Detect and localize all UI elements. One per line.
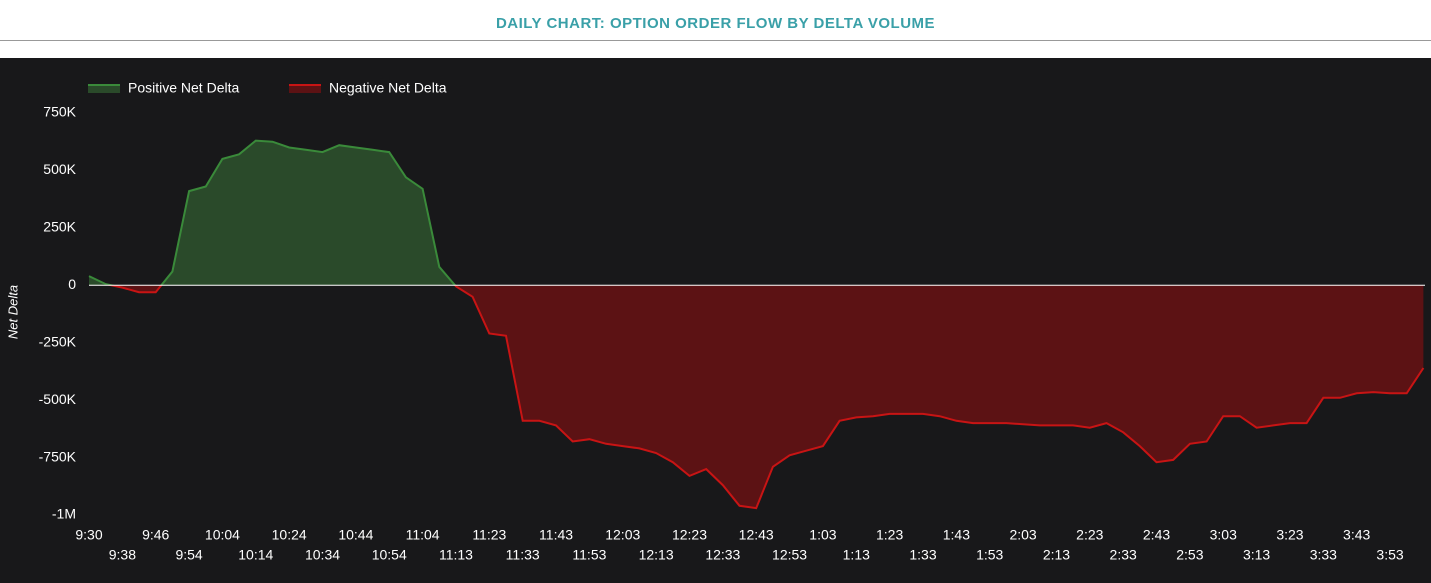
x-tick-label: 11:04 — [406, 527, 440, 543]
x-tick-label: 2:03 — [1009, 527, 1036, 543]
x-tick-label: 10:44 — [338, 527, 373, 543]
y-tick-label: -1M — [52, 506, 76, 522]
x-tick-label: 3:33 — [1310, 547, 1337, 563]
x-tick-label: 2:23 — [1076, 527, 1103, 543]
y-tick-label: -500K — [39, 391, 77, 407]
x-tick-label: 3:23 — [1276, 527, 1303, 543]
legend-swatch — [88, 85, 120, 93]
x-tick-label: 11:33 — [506, 547, 540, 563]
x-tick-label: 2:33 — [1110, 547, 1137, 563]
x-tick-label: 9:46 — [142, 527, 169, 543]
chart: Net Delta 750K 500K 250K 0 -250K -500K -750K -1… — [0, 58, 1431, 583]
x-tick-label: 2:13 — [1043, 547, 1070, 563]
x-tick-label: 12:33 — [705, 547, 740, 563]
y-axis-label: Net Delta — [5, 285, 20, 339]
x-tick-label: 11:23 — [472, 527, 506, 543]
x-tick-label: 10:34 — [305, 547, 340, 563]
x-tick-label: 12:03 — [605, 527, 640, 543]
negative-line — [106, 285, 1425, 510]
x-tick-label: 10:24 — [272, 527, 307, 543]
x-tick-label: 9:38 — [109, 547, 136, 563]
x-tick-label: 12:53 — [772, 547, 807, 563]
x-tick-label: 1:13 — [843, 547, 870, 563]
x-tick-label: 3:53 — [1376, 547, 1403, 563]
x-tick-label: 2:53 — [1176, 547, 1203, 563]
x-tick-label: 1:23 — [876, 527, 903, 543]
positive-line — [88, 139, 457, 286]
x-tick-label: 11:13 — [439, 547, 473, 563]
chart-title: DAILY CHART: OPTION ORDER FLOW BY DELTA … — [495, 15, 936, 32]
y-tick-label: 500K — [43, 161, 76, 177]
x-tick-label: 1:53 — [976, 547, 1003, 563]
positive-area — [89, 140, 456, 286]
y-tick-label: 250K — [43, 219, 76, 235]
legend-label: Negative Net Delta — [329, 80, 447, 96]
x-tick-label: 10:14 — [238, 547, 273, 563]
x-tick-label: 3:43 — [1343, 527, 1370, 543]
legend-swatch — [289, 85, 321, 93]
x-tick-label: 9:54 — [175, 547, 202, 563]
x-tick-label: 10:54 — [372, 547, 407, 563]
x-tick-label: 12:43 — [739, 527, 774, 543]
y-tick-label: -750K — [39, 448, 77, 464]
x-tick-label: 3:13 — [1243, 547, 1270, 563]
x-tick-label: 1:03 — [809, 527, 836, 543]
x-tick-label: 3:03 — [1210, 527, 1237, 543]
x-tick-label: 10:04 — [205, 527, 240, 543]
x-tick-label: 1:43 — [943, 527, 970, 543]
negative-area — [89, 285, 1424, 509]
header: DAILY CHART: OPTION ORDER FLOW BY DELTA … — [0, 0, 1431, 41]
x-tick-label: 9:30 — [75, 527, 102, 543]
legend-label: Positive Net Delta — [128, 80, 239, 96]
x-tick-label: 11:53 — [572, 547, 606, 563]
y-tick-label: -250K — [39, 333, 77, 349]
x-tick-label: 12:13 — [639, 547, 674, 563]
x-tick-label: 11:43 — [539, 527, 573, 543]
x-tick-label: 12:23 — [672, 527, 707, 543]
y-tick-label: 0 — [68, 276, 76, 292]
y-tick-label: 750K — [43, 104, 76, 120]
x-tick-label: 1:33 — [909, 547, 936, 563]
x-tick-label: 2:43 — [1143, 527, 1170, 543]
